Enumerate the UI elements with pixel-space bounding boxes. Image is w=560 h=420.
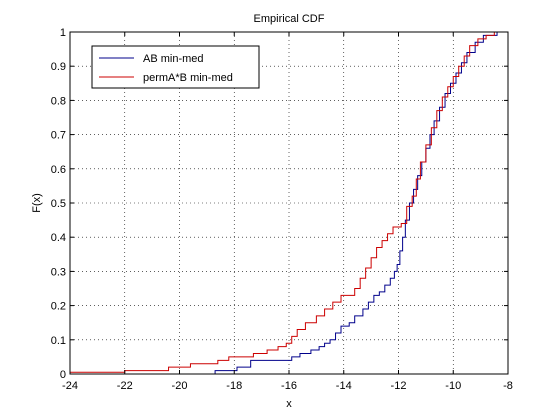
x-tick-label: -20 [172,380,188,392]
grid-lines [70,32,508,374]
y-tick-label: 0.7 [51,130,66,142]
legend-label-ab-min-med: AB min-med [143,53,204,65]
x-tick-label: -16 [281,380,297,392]
series-lines [69,31,508,374]
y-tick-label: 0.3 [51,266,66,278]
x-tick-label: -10 [445,380,461,392]
x-tick-label: -18 [226,380,242,392]
legend-label-perm-ab-min-med: permA*B min-med [143,72,233,84]
y-tick-label: 0.1 [51,335,66,347]
series-line-perm-ab-min-med [69,31,508,374]
axis-ticks [69,31,509,375]
y-tick-label: 0 [60,369,66,381]
y-tick-labels: 0 0.1 0.2 0.3 0.4 0.5 0.6 0.7 0.8 0.9 1 [51,27,66,381]
x-axis-label: x [286,398,292,410]
chart-title: Empirical CDF [254,13,325,25]
y-tick-label: 0.2 [51,301,66,313]
y-axis-label: F(x) [31,193,43,213]
x-tick-label: -24 [62,380,78,392]
y-tick-label: 0.6 [51,164,66,176]
y-tick-label: 0.8 [51,95,66,107]
x-tick-label: -14 [336,380,352,392]
y-tick-label: 1 [60,27,66,39]
legend-box [91,45,260,89]
y-tick-label: 0.9 [51,61,66,73]
y-tick-label: 0.4 [51,232,66,244]
y-tick-label: 0.5 [51,198,66,210]
x-tick-label: -22 [117,380,133,392]
legend: AB min-med permA*B min-med [91,45,260,89]
x-tick-label: -8 [503,380,513,392]
x-tick-label: -12 [391,380,407,392]
x-tick-labels: -24 -22 -20 -18 -16 -14 -12 -10 -8 [62,380,513,392]
